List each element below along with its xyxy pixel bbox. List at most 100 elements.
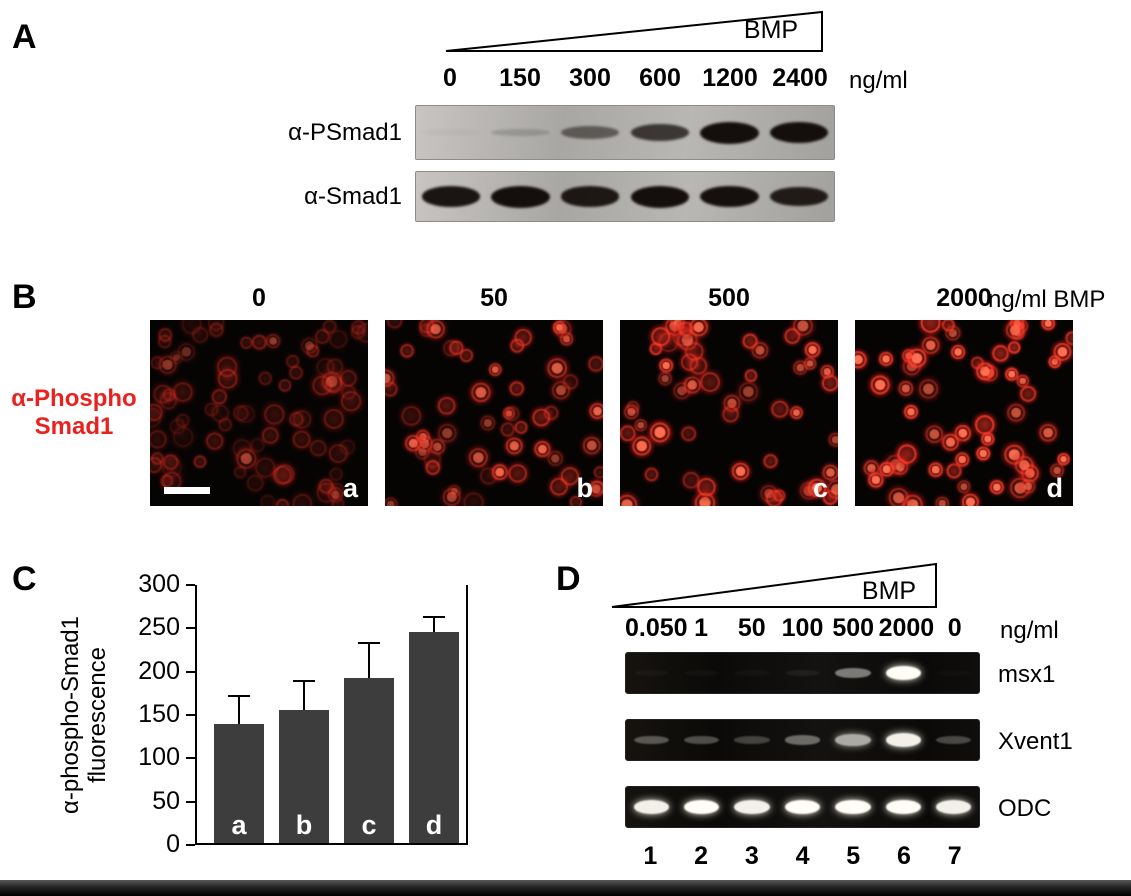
- bottom-edge-bar: [0, 880, 1131, 896]
- row-label-line2: Smad1: [34, 413, 114, 440]
- conc-label: 150: [499, 64, 541, 92]
- panel-b-label: B: [12, 278, 37, 316]
- row-label-line1: α-Phospho: [11, 385, 137, 412]
- error-bar: [433, 617, 435, 633]
- dna-band: [936, 670, 971, 676]
- protein-band: [491, 129, 550, 136]
- conc-label-b: 0: [252, 284, 266, 312]
- dna-band: [784, 800, 821, 814]
- error-bar-cap: [423, 615, 445, 618]
- phospho-smad1-row-label: α-Phospho Smad1: [2, 385, 146, 441]
- lane-number: 2: [694, 842, 709, 870]
- protein-band: [421, 186, 481, 207]
- y-axis-label-line1: α-phospho-Smad1: [57, 616, 84, 814]
- error-bar-cap: [358, 641, 380, 644]
- dna-band: [683, 735, 720, 745]
- wedge-bmp-label-a: BMP: [743, 16, 799, 44]
- gel-odc: [625, 786, 980, 828]
- protein-band: [700, 185, 759, 208]
- dna-band: [683, 800, 720, 814]
- bar-d: d: [409, 632, 459, 843]
- y-tick-label: 200: [138, 656, 180, 685]
- y-tick-mark: [186, 714, 195, 716]
- dna-band: [835, 800, 871, 814]
- bar-letter: a: [231, 810, 247, 840]
- conc-label: 2400: [772, 64, 828, 92]
- conc-label: 0.050: [625, 614, 688, 642]
- micrograph-b: b: [385, 320, 603, 506]
- lane-number: 7: [947, 842, 962, 870]
- dna-band: [835, 734, 871, 746]
- y-tick-mark: [186, 757, 195, 760]
- y-tick-mark: [186, 627, 195, 630]
- gene-label-msx1: msx1: [998, 661, 1056, 688]
- bar-a: a: [214, 724, 264, 843]
- lane-number-row: 1 2 3 4 5 6 7: [625, 842, 980, 871]
- error-bar-cap: [228, 694, 250, 697]
- micrograph-letter: a: [342, 473, 358, 503]
- lane-number: 6: [897, 842, 911, 870]
- bar-plot: a b c d: [195, 585, 468, 845]
- fluorescence-image-d: [855, 320, 1073, 506]
- conc-label: 600: [639, 64, 681, 92]
- scale-bar: [164, 487, 210, 494]
- blot-label-psmad1: α-PSmad1: [288, 119, 402, 146]
- conc-label: 300: [569, 64, 611, 92]
- units-label-a: ng/ml: [849, 67, 908, 94]
- units-label-d: ng/ml: [1000, 617, 1059, 644]
- bar-letter: b: [295, 810, 313, 840]
- conc-label: 50: [737, 614, 766, 642]
- dna-band: [734, 670, 769, 676]
- dna-band: [885, 666, 921, 680]
- protein-band: [769, 186, 829, 207]
- concentration-row-a: 0 150 300 600 1200 2400: [415, 64, 835, 93]
- y-axis-label-line2: fluorescence: [84, 646, 111, 784]
- dna-band: [885, 800, 921, 814]
- fluorescence-image-b: [385, 320, 603, 506]
- dna-band: [784, 669, 821, 677]
- error-bar: [238, 696, 240, 725]
- protein-band: [560, 126, 620, 139]
- units-label-b: ng/ml BMP: [988, 286, 1106, 313]
- bmp-gradient-wedge-a: [445, 10, 823, 52]
- western-blot-psmad1: [415, 105, 835, 160]
- bar-c: c: [344, 678, 394, 843]
- lane-number: 1: [643, 842, 658, 870]
- protein-band: [491, 185, 550, 208]
- protein-band: [630, 124, 690, 141]
- dna-band: [936, 736, 972, 744]
- western-blot-smad1: [415, 171, 835, 222]
- conc-label: 1200: [702, 64, 758, 92]
- y-tick-label: 100: [138, 743, 180, 772]
- gel-msx1: [625, 652, 980, 694]
- lane-number: 5: [846, 842, 861, 870]
- y-tick-label: 250: [138, 613, 180, 642]
- panel-c-label: C: [12, 560, 37, 598]
- gene-label-xvent1: Xvent1: [998, 728, 1073, 755]
- lane-number: 3: [744, 842, 759, 870]
- conc-label: 100: [781, 614, 824, 642]
- bar-b: b: [279, 710, 329, 843]
- conc-label: 500: [832, 614, 875, 642]
- dna-band: [633, 800, 669, 814]
- dna-band: [633, 735, 669, 745]
- bar-letter: c: [361, 810, 377, 840]
- protein-band: [769, 121, 829, 144]
- conc-label-b: 2000: [936, 284, 992, 312]
- micrograph-d: d: [855, 320, 1073, 506]
- y-tick-label: 150: [138, 700, 180, 728]
- protein-band: [560, 186, 620, 207]
- dna-band: [684, 670, 719, 676]
- y-tick-mark: [186, 844, 195, 846]
- dna-band: [634, 670, 669, 676]
- wedge-bmp-label-d: BMP: [861, 577, 917, 605]
- blot-label-smad1: α-Smad1: [304, 183, 402, 210]
- bar-letter: d: [425, 810, 443, 840]
- micrograph-a: a: [150, 320, 368, 506]
- micrograph-letter: c: [812, 473, 828, 503]
- conc-label-b: 500: [708, 284, 750, 312]
- y-tick-mark: [186, 670, 195, 673]
- dna-band: [885, 733, 921, 747]
- error-bar: [303, 681, 305, 711]
